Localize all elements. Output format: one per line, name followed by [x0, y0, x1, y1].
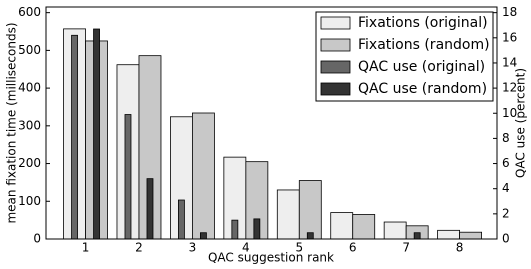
- bar: [383, 221, 407, 240]
- y2-tick-label: 4: [502, 181, 510, 195]
- bar: [200, 232, 207, 240]
- y-tick-label: 300: [18, 118, 41, 132]
- y2-tick-label: 18: [502, 5, 517, 19]
- x-tick-label: 8: [456, 241, 464, 255]
- bar: [459, 231, 482, 240]
- y2-tick-label: 10: [502, 106, 517, 120]
- plot-frame: [45, 6, 498, 240]
- bar: [71, 34, 78, 240]
- bar: [330, 212, 354, 240]
- legend-label: QAC use (random): [358, 81, 487, 97]
- bar: [437, 229, 460, 240]
- bar: [298, 180, 322, 240]
- bar: [146, 178, 154, 240]
- y2-tick-label: 12: [502, 81, 517, 95]
- bar: [253, 218, 261, 240]
- bar: [231, 219, 239, 240]
- y-axis-label: mean fixation time (milliseconds): [5, 22, 19, 223]
- y2-tick-label: 0: [502, 232, 510, 246]
- legend-swatch: [320, 82, 351, 96]
- legend-label: QAC use (original): [358, 59, 485, 75]
- y2-tick-label: 14: [502, 55, 517, 69]
- legend-swatch: [320, 60, 351, 74]
- x-tick-label: 2: [135, 241, 143, 255]
- x-axis-label: QAC suggestion rank: [208, 251, 334, 265]
- x-tick-label: 5: [295, 241, 303, 255]
- legend-swatch: [320, 16, 351, 30]
- y-tick-label: 100: [18, 194, 41, 208]
- y-tick-label: 0: [33, 232, 41, 246]
- y2-tick-label: 6: [502, 156, 510, 170]
- bar: [124, 114, 132, 240]
- x-tick-label: 4: [242, 241, 250, 255]
- legend-swatch: [320, 38, 351, 52]
- bar: [413, 232, 421, 240]
- x-tick-label: 3: [189, 241, 197, 255]
- bar: [178, 199, 185, 240]
- legend-label: Fixations (original): [358, 15, 488, 31]
- x-tick-label: 7: [402, 241, 410, 255]
- y-tick-label: 500: [18, 43, 41, 57]
- y-tick-label: 200: [18, 156, 41, 170]
- bar: [93, 28, 100, 240]
- y2-tick-label: 8: [502, 131, 510, 145]
- y2-tick-label: 2: [502, 206, 510, 220]
- x-tick-label: 6: [349, 241, 357, 255]
- x-tick-label: 1: [82, 241, 90, 255]
- y-tick-label: 400: [18, 81, 41, 95]
- bar: [352, 214, 376, 240]
- bar: [306, 232, 314, 240]
- bar: [276, 189, 300, 240]
- y2-axis-label: QAC use (percent): [514, 68, 528, 178]
- bar: [192, 112, 215, 240]
- legend-label: Fixations (random): [358, 37, 490, 53]
- y-tick-label: 600: [18, 5, 41, 19]
- y2-tick-label: 16: [502, 30, 517, 44]
